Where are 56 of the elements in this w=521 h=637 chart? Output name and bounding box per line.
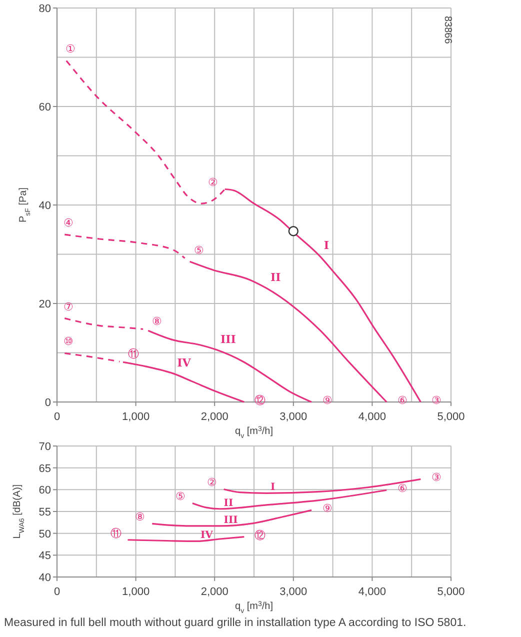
- y-tick-label: 50: [38, 528, 51, 540]
- y-tick-label: 40: [38, 200, 51, 212]
- annotation: ③: [432, 472, 442, 484]
- x-axis-title: q$_{v}$ [m$^{3}$/h]: [235, 426, 274, 440]
- annotation: ⑪: [110, 526, 122, 540]
- x-tick-label: 2,000: [200, 411, 228, 423]
- annotation: ⑦: [64, 301, 74, 314]
- x-tick-label: 1,000: [122, 586, 150, 598]
- x-tick-label: 1,000: [122, 411, 150, 423]
- x-tick-label: 5,000: [437, 586, 465, 598]
- x-tick-label: 4,000: [358, 411, 386, 423]
- annotation: ④: [64, 218, 74, 230]
- annotation: ⑧: [135, 512, 146, 524]
- y-tick-label: 40: [38, 572, 51, 584]
- x-tick-label: 4,000: [358, 586, 386, 598]
- annotation: 83866: [442, 16, 453, 44]
- line-series: [64, 317, 144, 330]
- annotation: ⑨: [322, 503, 333, 516]
- series-label: III: [220, 332, 236, 346]
- x-tick-label: 3,000: [280, 411, 308, 423]
- y-tick-label: 55: [38, 506, 51, 518]
- x-tick-label: 2,000: [200, 586, 228, 598]
- annotation: ⑩: [64, 336, 74, 348]
- x-tick-label: 3,000: [280, 586, 308, 598]
- annotation: ⑥: [398, 483, 408, 496]
- annotation: ⑪: [128, 348, 140, 361]
- series-label: IV: [200, 530, 214, 542]
- series-label: II: [270, 271, 281, 284]
- y-tick-label: 60: [38, 102, 51, 114]
- y-tick-label: 65: [38, 462, 51, 475]
- series-label: IV: [177, 356, 192, 370]
- annotation: ②: [208, 177, 218, 190]
- y-tick-label: 70: [38, 441, 51, 453]
- annotation: ⑧: [152, 316, 162, 328]
- series-label: III: [224, 514, 238, 526]
- x-axis-title: q$_{v}$ [m$^{3}$/h]: [235, 600, 274, 614]
- line-series: [223, 478, 422, 494]
- y-tick-label: 45: [38, 550, 51, 562]
- x-tick-label: 0: [54, 411, 60, 423]
- y-tick-label: 0: [44, 397, 51, 409]
- y-tick-label: 60: [38, 484, 51, 497]
- text: Measured in full bell mouth without guard grille in installation type A according to ISO 5801.: [4, 617, 466, 629]
- y-tick-label: 20: [38, 298, 51, 310]
- series-label: I: [270, 482, 276, 494]
- series-label: II: [224, 498, 234, 509]
- line-series: [151, 509, 312, 527]
- annotation: ①: [65, 44, 76, 56]
- annotation: ⑤: [194, 245, 204, 258]
- y-tick-label: 80: [38, 3, 51, 15]
- line-series: [64, 234, 186, 259]
- annotation: ②: [206, 477, 217, 490]
- annotation: ⑫: [254, 528, 266, 542]
- x-tick-label: 0: [54, 586, 60, 598]
- series-label: I: [324, 239, 330, 252]
- annotation: ⑤: [175, 491, 186, 504]
- x-tick-label: 5,000: [437, 411, 465, 423]
